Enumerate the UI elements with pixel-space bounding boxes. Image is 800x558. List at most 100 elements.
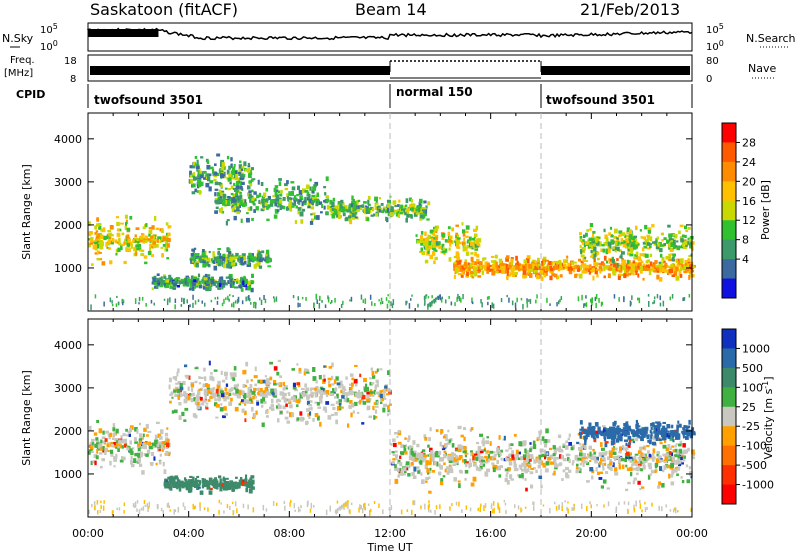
echo-cell	[537, 258, 540, 263]
echo-cell	[338, 211, 341, 215]
echo-cell	[445, 438, 448, 441]
echo-cell	[275, 185, 279, 189]
echo-cell	[424, 437, 427, 441]
echo-cell	[152, 443, 155, 447]
echo-cell	[333, 198, 335, 202]
ground-scatter-cell	[217, 301, 219, 305]
echo-cell	[501, 263, 504, 266]
ground-scatter-cell	[229, 294, 231, 296]
echo-cell	[124, 261, 127, 264]
echo-cell	[98, 444, 101, 448]
echo-cell	[516, 450, 519, 455]
echo-cell	[323, 200, 325, 203]
echo-cell	[266, 219, 269, 222]
echo-cell	[490, 456, 492, 460]
echo-cell	[312, 418, 314, 422]
echo-cell	[617, 457, 619, 459]
echo-cell	[507, 480, 510, 485]
echo-cell	[359, 374, 361, 378]
echo-cell	[228, 166, 231, 170]
echo-cell	[242, 370, 246, 374]
echo-cell	[216, 483, 219, 486]
echo-cell	[606, 249, 608, 253]
echo-cell	[670, 463, 674, 468]
colorbar-tick-label: 12	[742, 214, 756, 227]
ground-scatter-cell	[586, 302, 588, 307]
echo-cell	[118, 439, 122, 444]
echo-cell	[515, 468, 519, 471]
ground-scatter-cell	[110, 298, 112, 303]
echo-cell	[177, 285, 180, 288]
echo-cell	[266, 206, 269, 210]
echo-cell	[296, 399, 299, 401]
echo-cell	[103, 236, 106, 240]
echo-cell	[334, 396, 337, 398]
echo-cell	[420, 472, 422, 475]
echo-cell	[440, 429, 443, 434]
echo-cell	[155, 435, 158, 440]
echo-cell	[214, 163, 217, 166]
echo-cell	[410, 215, 413, 219]
echo-cell	[678, 459, 681, 463]
echo-cell	[545, 468, 549, 472]
echo-cell	[442, 233, 445, 238]
echo-cell	[465, 470, 469, 474]
echo-cell	[430, 427, 432, 431]
echo-cell	[226, 277, 229, 279]
echo-cell	[98, 233, 100, 237]
echo-cell	[592, 449, 595, 451]
ground-scatter-cell	[374, 303, 376, 306]
echo-cell	[585, 268, 588, 270]
ground-scatter-cell	[631, 295, 633, 300]
echo-cell	[686, 464, 688, 467]
echo-cell	[379, 209, 381, 213]
echo-cell	[289, 200, 292, 203]
echo-cell	[296, 206, 299, 209]
echo-cell	[311, 218, 314, 221]
echo-cell	[635, 242, 638, 245]
echo-cell	[469, 459, 471, 463]
echo-cell	[231, 387, 234, 391]
echo-cell	[620, 254, 622, 257]
echo-cell	[658, 264, 662, 267]
echo-cell	[251, 486, 253, 490]
echo-cell	[166, 427, 168, 430]
echo-cell	[238, 172, 241, 174]
echo-cell	[296, 363, 298, 366]
echo-cell	[456, 253, 460, 258]
echo-cell	[400, 471, 403, 476]
echo-cell	[131, 464, 135, 467]
echo-cell	[465, 259, 468, 262]
echo-cell	[486, 436, 489, 438]
echo-cell	[248, 168, 250, 173]
echo-cell	[377, 369, 379, 372]
ground-scatter-cell	[440, 294, 442, 300]
echo-cell	[603, 249, 606, 253]
echo-cell	[256, 206, 259, 210]
echo-cell	[221, 184, 224, 188]
echo-cell	[627, 260, 629, 264]
echo-cell	[409, 445, 411, 449]
echo-cell	[236, 185, 240, 189]
ground-scatter-cell	[139, 297, 141, 301]
ground-scatter-cell	[457, 294, 459, 299]
echo-cell	[117, 448, 120, 452]
echo-cell	[206, 403, 209, 405]
echo-cell	[432, 457, 435, 462]
echo-cell	[174, 410, 178, 414]
echo-cell	[589, 238, 593, 241]
ground-scatter-cell	[684, 297, 686, 301]
ground-scatter-cell	[293, 295, 295, 298]
echo-cell	[129, 440, 132, 444]
echo-cell	[125, 429, 128, 432]
echo-cell	[430, 230, 433, 234]
echo-cell	[310, 179, 312, 182]
echo-cell	[165, 451, 168, 455]
echo-cell	[642, 453, 645, 457]
ground-scatter-cell	[387, 304, 389, 309]
echo-cell	[685, 263, 688, 265]
echo-cell	[561, 455, 564, 460]
echo-cell	[197, 484, 200, 487]
echo-cell	[576, 442, 579, 444]
ground-scatter-cell	[331, 300, 333, 303]
